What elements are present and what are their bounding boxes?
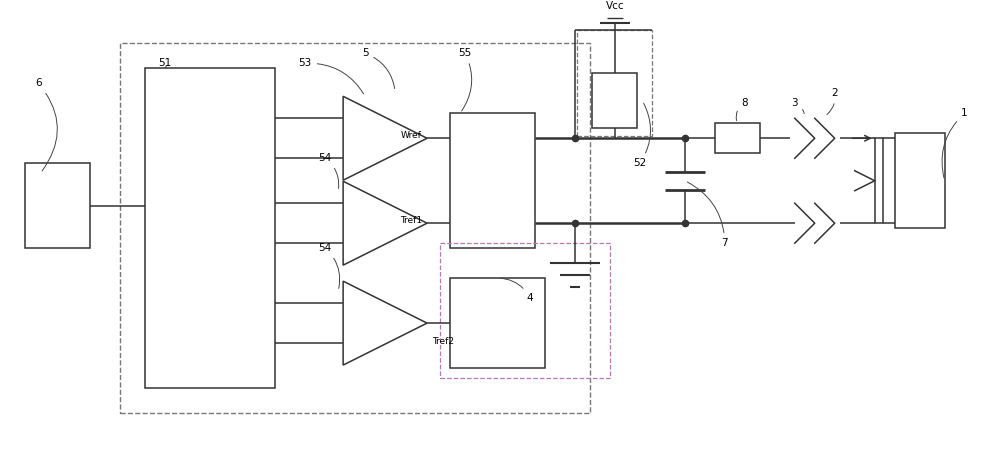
Text: 2: 2: [827, 88, 838, 115]
Bar: [120, 44, 590, 413]
Text: 4: 4: [500, 278, 533, 303]
Text: 54: 54: [319, 153, 339, 189]
Text: 53: 53: [299, 58, 364, 94]
Text: 1: 1: [942, 108, 968, 178]
Bar: [440, 243, 610, 378]
Bar: [895, 133, 945, 228]
Text: 7: 7: [687, 182, 728, 248]
Text: Tref1: Tref1: [400, 216, 422, 225]
Text: 8: 8: [736, 98, 748, 121]
Bar: [145, 68, 275, 388]
Text: 5: 5: [362, 48, 395, 88]
Text: Tref2: Tref2: [432, 336, 454, 345]
Text: 51: 51: [159, 58, 172, 68]
Text: 6: 6: [35, 78, 57, 171]
Bar: [875, 138, 883, 223]
Text: 54: 54: [319, 243, 340, 288]
Text: 3: 3: [791, 98, 804, 114]
Bar: [25, 163, 90, 248]
Text: Wref: Wref: [401, 131, 422, 140]
Text: 52: 52: [633, 103, 651, 168]
Bar: [592, 73, 637, 128]
Bar: [450, 278, 545, 368]
Text: 55: 55: [458, 48, 472, 111]
Bar: [715, 123, 760, 153]
Bar: [577, 30, 652, 136]
Text: Vcc: Vcc: [606, 1, 624, 11]
Bar: [450, 113, 535, 248]
